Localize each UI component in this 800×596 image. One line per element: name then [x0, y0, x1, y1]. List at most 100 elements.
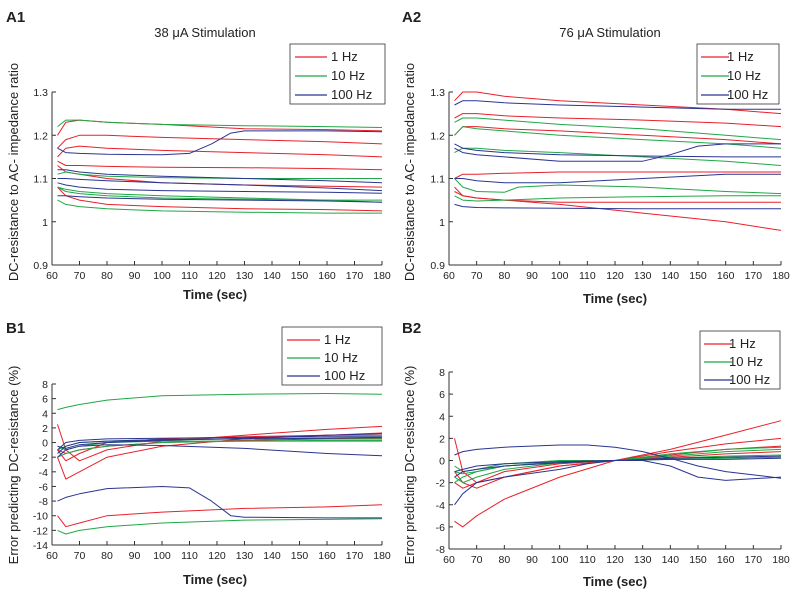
- panel-b1: B1 Error predicting DC-resistance (%) Ti…: [6, 320, 391, 587]
- x-tick-label-a1: 140: [263, 270, 281, 282]
- x-tick-label-b1: 80: [101, 550, 113, 562]
- x-tick-label-b1: 120: [208, 550, 226, 562]
- legend-box-b1: [281, 326, 383, 386]
- panel-a1: A1 38 μA Stimulation DC-resistance to AC…: [6, 9, 391, 302]
- legend-box-a2: [696, 43, 780, 105]
- x-tick-label-b1: 90: [129, 550, 141, 562]
- legend-label-1hz: 1 Hz: [729, 336, 756, 351]
- x-tick-label-b2: 70: [471, 554, 483, 566]
- x-tick-label-a1: 180: [373, 270, 391, 282]
- x-tick-label-a2: 90: [526, 270, 538, 282]
- x-tick-label-b2: 60: [443, 554, 455, 566]
- panel-label-b2: B2: [402, 320, 421, 337]
- series-line-b2-100hz-10: [454, 455, 782, 473]
- y-tick-label-b1: -2: [39, 452, 48, 464]
- x-tick-label-b2: 130: [634, 554, 652, 566]
- series-line-b1-100hz-10: [57, 486, 382, 519]
- y-tick-label-a2: 1.1: [430, 174, 445, 186]
- plot-area-b1: 60 70 80 90 100 110 120 130 140 150 160 170 180-14-1…: [33, 379, 391, 562]
- series-line-a1-100hz-15: [57, 195, 383, 203]
- x-tick-label-b2: 170: [745, 554, 763, 566]
- series-line-a2-1hz-5: [454, 191, 781, 203]
- x-tick-label-b1: 170: [346, 550, 364, 562]
- y-axis-label-b2: Error predicting DC-resistance (%): [402, 366, 417, 565]
- y-tick-label-b2: 6: [439, 389, 445, 401]
- x-tick-label-a1: 110: [181, 270, 198, 282]
- y-axis-label-a1: DC-resistance to AC- impedance ratio: [6, 63, 21, 281]
- series-line-b2-100hz-8: [454, 460, 782, 506]
- series-line-a2-100hz-12: [454, 143, 781, 158]
- x-tick-label-b2: 180: [772, 554, 790, 566]
- x-tick-label-a2: 160: [717, 270, 735, 282]
- x-tick-label-b1: 150: [291, 550, 309, 562]
- series-line-b1-10hz-5: [57, 393, 383, 411]
- y-axis-label-b1: Error predicting DC-resistance (%): [6, 366, 21, 565]
- series-line-b1-1hz-4: [57, 504, 383, 528]
- series-line-b2-1hz-2: [454, 445, 782, 489]
- series-line-b1-10hz-7: [57, 439, 382, 458]
- x-tick-label-b1: 140: [263, 550, 281, 562]
- x-tick-label-b1: 70: [74, 550, 86, 562]
- x-tick-label-b1: 110: [181, 550, 198, 562]
- x-tick-label-a1: 120: [208, 270, 226, 282]
- legend-label-100hz: 100 Hz: [729, 372, 770, 387]
- legend-label-1hz: 1 Hz: [727, 49, 754, 64]
- series-line-a1-1hz-5: [57, 186, 383, 212]
- series-line-a2-1hz-1: [454, 113, 782, 128]
- legend-label-10hz: 10 Hz: [729, 354, 763, 369]
- x-tick-label-a2: 150: [689, 270, 707, 282]
- series-line-a2-1hz-3: [454, 171, 781, 179]
- y-tick-label-a2: 1.2: [430, 130, 445, 142]
- series-line-a1-100hz-13: [57, 178, 383, 192]
- series-line-a2-1hz-2: [454, 126, 782, 145]
- series-line-b1-100hz-13: [57, 436, 382, 451]
- plot-area-b2: 60 70 80 90 100 110 120 130 140 150 160 170 180-8-6-…: [436, 367, 790, 566]
- y-tick-label-b2: 0: [439, 456, 445, 468]
- x-tick-label-a2: 120: [606, 270, 624, 282]
- x-axis-label-b2: Time (sec): [583, 574, 647, 589]
- x-tick-label-b2: 120: [606, 554, 624, 566]
- y-tick-label-a1: 1.2: [33, 130, 48, 142]
- x-tick-label-b1: 180: [373, 550, 391, 562]
- series-line-a1-100hz-14: [57, 182, 383, 194]
- x-tick-label-a1: 150: [291, 270, 309, 282]
- x-tick-label-b2: 160: [717, 554, 735, 566]
- x-tick-label-b1: 160: [318, 550, 336, 562]
- y-tick-label-b2: -2: [436, 478, 445, 490]
- series-line-b2-100hz-11: [454, 457, 782, 478]
- y-tick-label-b2: 2: [439, 433, 445, 445]
- y-tick-label-b1: -14: [33, 540, 48, 552]
- series-line-a2-10hz-7: [454, 126, 782, 149]
- series-line-a2-10hz-6: [454, 117, 782, 141]
- plot-area-a1: 60 70 80 90 100 110 120 130 140 150 160 170 180 0.9 1 1…: [33, 87, 391, 282]
- x-tick-label-b2: 150: [689, 554, 707, 566]
- x-axis-label-a2: Time (sec): [583, 291, 647, 306]
- x-tick-label-a2: 140: [662, 270, 680, 282]
- series-line-a2-100hz-13: [454, 143, 781, 162]
- x-tick-label-b2: 140: [662, 554, 680, 566]
- series-line-a1-100hz-12: [57, 169, 383, 184]
- y-tick-label-b2: -6: [436, 522, 445, 534]
- x-axis-label-b1: Time (sec): [183, 572, 247, 587]
- x-tick-label-a2: 80: [498, 270, 510, 282]
- y-tick-label-a1: 1.1: [33, 174, 48, 186]
- x-axis-label-a1: Time (sec): [183, 287, 247, 302]
- legend-a2: 1 Hz 10 Hz 100 Hz: [696, 43, 780, 105]
- series-line-a2-10hz-9: [454, 178, 782, 195]
- legend-label-1hz: 1 Hz: [331, 49, 358, 64]
- x-tick-label-a1: 90: [129, 270, 141, 282]
- series-line-b1-100hz-11: [57, 444, 383, 458]
- y-tick-label-b1: -6: [39, 481, 48, 493]
- legend-label-10hz: 10 Hz: [331, 68, 365, 83]
- plot-area-a2: 60 70 80 90 100 110 120 130 140 150 160 170 180 0.9 1 1…: [430, 87, 790, 282]
- y-tick-label-a1: 1: [42, 217, 48, 229]
- x-tick-label-a2: 170: [745, 270, 763, 282]
- series-line-b2-100hz-9: [454, 444, 782, 479]
- x-tick-label-a1: 60: [46, 270, 58, 282]
- legend-label-10hz: 10 Hz: [324, 350, 358, 365]
- series-line-a1-1hz-1: [57, 134, 383, 149]
- x-tick-label-b2: 100: [551, 554, 569, 566]
- series-line-a1-10hz-10: [57, 186, 383, 203]
- x-tick-label-a1: 70: [74, 270, 86, 282]
